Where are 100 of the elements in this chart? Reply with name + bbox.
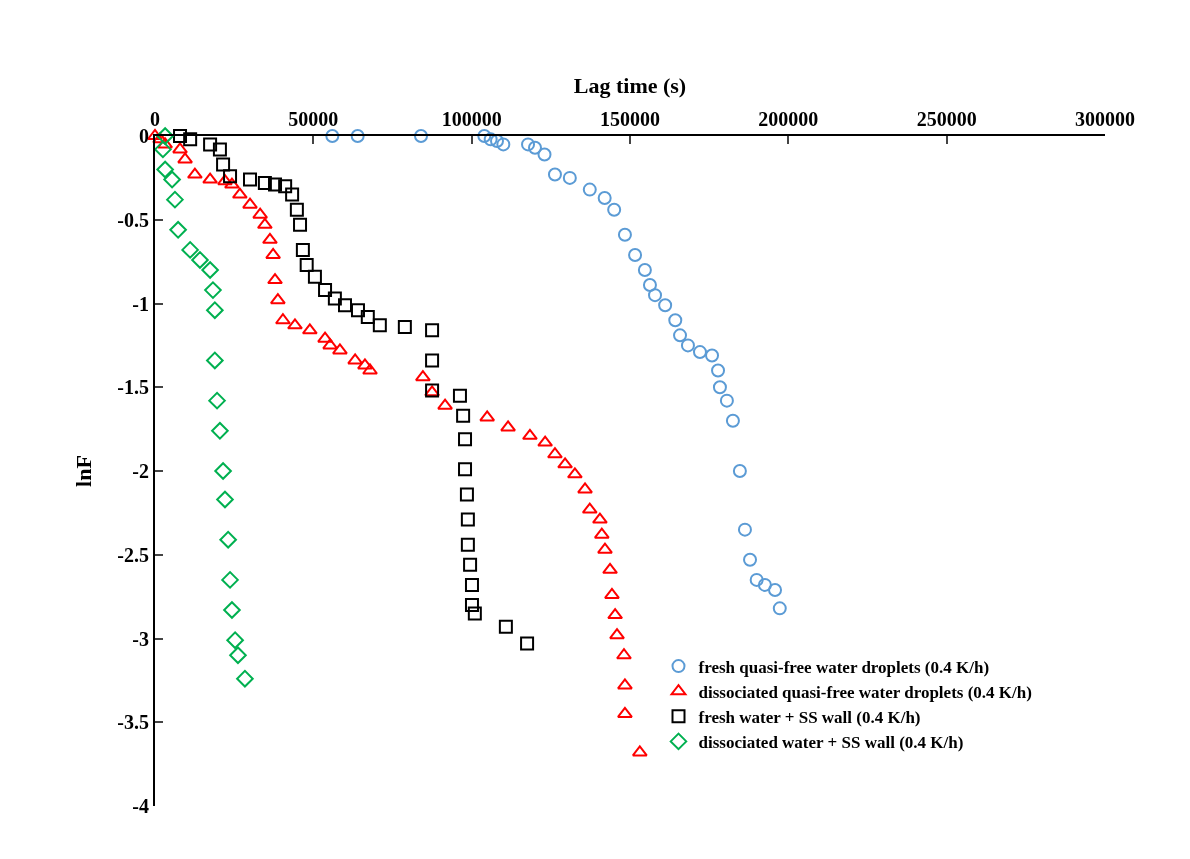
x-tick-label: 150000 [600, 108, 660, 130]
point [547, 447, 563, 459]
y-tick-label: -2.5 [117, 543, 149, 566]
y-tick-label: -1 [132, 292, 149, 315]
point [177, 152, 194, 164]
point [581, 502, 598, 514]
point [347, 353, 364, 365]
point [414, 370, 431, 382]
point [597, 190, 612, 205]
point [591, 512, 608, 524]
point [712, 380, 727, 395]
point [616, 648, 632, 660]
point [223, 601, 241, 619]
point [582, 182, 597, 197]
point [528, 140, 542, 155]
point [648, 288, 663, 303]
point [169, 221, 187, 239]
point [458, 432, 473, 447]
point [637, 263, 652, 277]
x-tick-label: 100000 [441, 108, 502, 130]
point [737, 522, 752, 537]
point [231, 187, 248, 199]
point [566, 467, 583, 479]
point [458, 462, 473, 477]
point [500, 420, 517, 432]
point [425, 323, 440, 338]
x-tick-label: 50000 [288, 108, 339, 130]
point [521, 137, 536, 152]
point [203, 137, 218, 152]
point [183, 132, 198, 147]
point [437, 398, 453, 410]
point [772, 601, 787, 616]
point [257, 175, 272, 190]
point [223, 169, 238, 184]
point [289, 202, 304, 217]
point [463, 557, 478, 572]
point [322, 338, 339, 350]
point [768, 582, 783, 597]
point [202, 172, 219, 184]
legend-label: dissociated quasi-free water droplets (0.4 K/h) [698, 682, 1032, 702]
point [452, 388, 467, 403]
point [275, 313, 291, 325]
point [464, 577, 479, 592]
point [242, 197, 258, 209]
legend-label: fresh water + SS wall (0.4 K/h) [698, 707, 921, 727]
point [186, 167, 203, 179]
point [668, 313, 683, 328]
point [211, 422, 229, 440]
point [680, 338, 695, 353]
point [631, 745, 648, 757]
y-tick-label: 0 [139, 125, 149, 147]
point [360, 309, 375, 324]
point [490, 134, 504, 149]
y-axis-title: lnF [70, 455, 96, 487]
point [357, 358, 373, 370]
point [711, 363, 726, 378]
point [166, 190, 184, 209]
y-tick-label: -1.5 [117, 376, 149, 399]
point [191, 251, 209, 269]
point [219, 530, 237, 549]
point [547, 167, 562, 182]
point [332, 343, 348, 355]
point [269, 293, 286, 305]
point [206, 301, 224, 319]
point [156, 160, 174, 179]
point [705, 348, 720, 363]
point [607, 202, 622, 217]
point [293, 217, 308, 232]
point [154, 140, 172, 159]
point [267, 273, 283, 285]
point [181, 241, 199, 259]
point [609, 628, 625, 640]
point [278, 179, 293, 194]
point [673, 328, 688, 343]
point [459, 487, 474, 502]
point [464, 598, 479, 612]
point [268, 177, 283, 192]
point [732, 464, 747, 478]
point [757, 577, 772, 592]
point [318, 283, 333, 298]
point [287, 318, 303, 330]
point [362, 363, 378, 375]
point [285, 187, 300, 202]
point [208, 391, 226, 410]
point [214, 462, 232, 480]
y-tick-label: -4 [132, 795, 149, 817]
point [226, 631, 244, 649]
point [597, 542, 613, 554]
point [725, 413, 740, 428]
point [350, 303, 365, 318]
point [617, 678, 633, 690]
x-tick-label: 200000 [758, 108, 819, 130]
point [252, 207, 269, 219]
legend-label: dissociated water + SS wall (0.4 K/h) [698, 733, 964, 753]
legend-label: fresh quasi-free water droplets (0.4 K/h) [698, 657, 990, 677]
point [477, 129, 492, 143]
point [414, 129, 428, 143]
point [350, 129, 365, 143]
point [317, 331, 333, 343]
point [256, 217, 273, 229]
